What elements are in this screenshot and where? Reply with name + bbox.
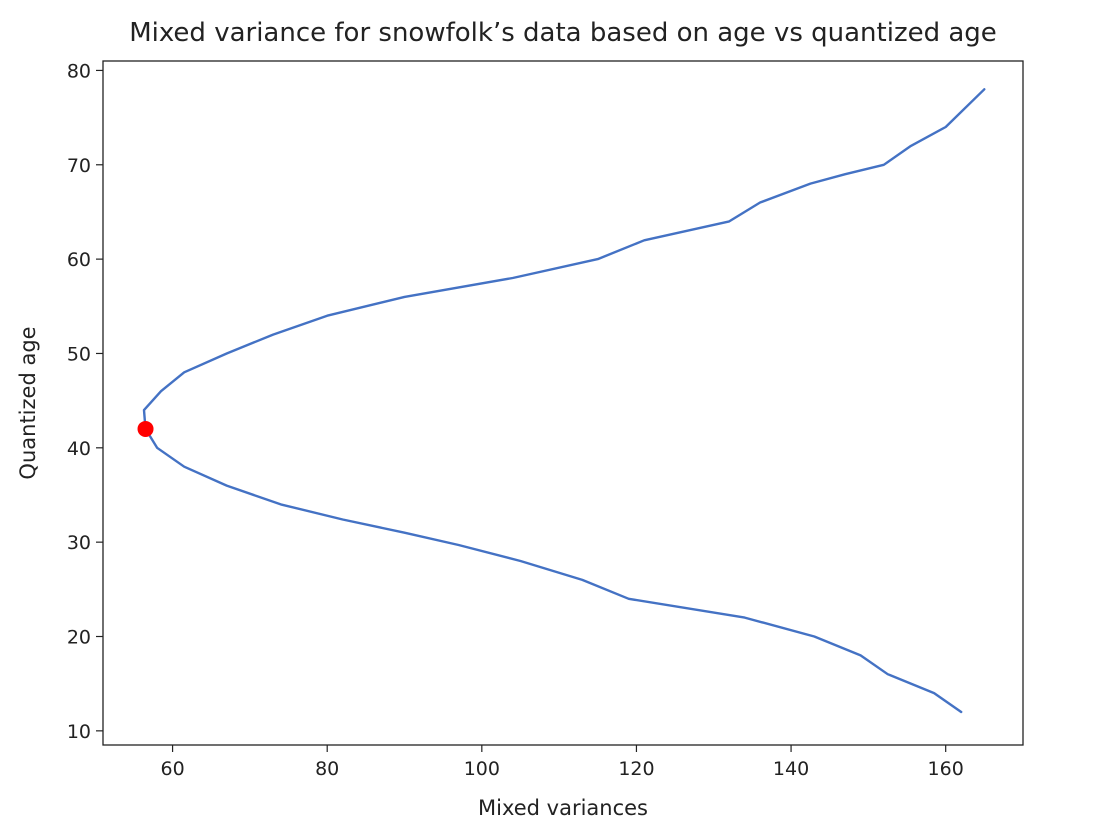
x-tick-label: 100 <box>464 758 500 780</box>
series-layer <box>142 88 986 714</box>
plot-frame <box>102 60 1024 746</box>
y-tick-label: 70 <box>67 155 91 177</box>
x-tick-label: 160 <box>928 758 964 780</box>
plot-area: 60 80 100 120 140 160 10 20 30 40 50 60 70 80 <box>67 60 1024 780</box>
y-tick-label: 80 <box>67 60 91 82</box>
x-tick-label: 120 <box>618 758 654 780</box>
y-tick-label: 20 <box>67 627 91 649</box>
series-line <box>142 88 986 714</box>
x-tick-label: 140 <box>773 758 809 780</box>
y-tick-label: 40 <box>67 438 91 460</box>
y-tick-label: 30 <box>67 532 91 554</box>
y-axis-ticks: 10 20 30 40 50 60 70 80 <box>67 60 103 743</box>
x-tick-label: 80 <box>315 758 339 780</box>
x-tick-label: 60 <box>160 758 184 780</box>
y-tick-label: 60 <box>67 249 91 271</box>
y-tick-label: 10 <box>67 721 91 743</box>
chart-title: Mixed variance for snowfolk’s data based… <box>129 18 997 48</box>
y-tick-label: 50 <box>67 343 91 365</box>
highlight-layer <box>137 420 154 437</box>
x-axis-ticks: 60 80 100 120 140 160 <box>160 745 964 780</box>
x-axis-label: Mixed variances <box>478 796 648 820</box>
y-axis-label: Quantized age <box>16 326 40 479</box>
highlight-point <box>137 420 154 437</box>
